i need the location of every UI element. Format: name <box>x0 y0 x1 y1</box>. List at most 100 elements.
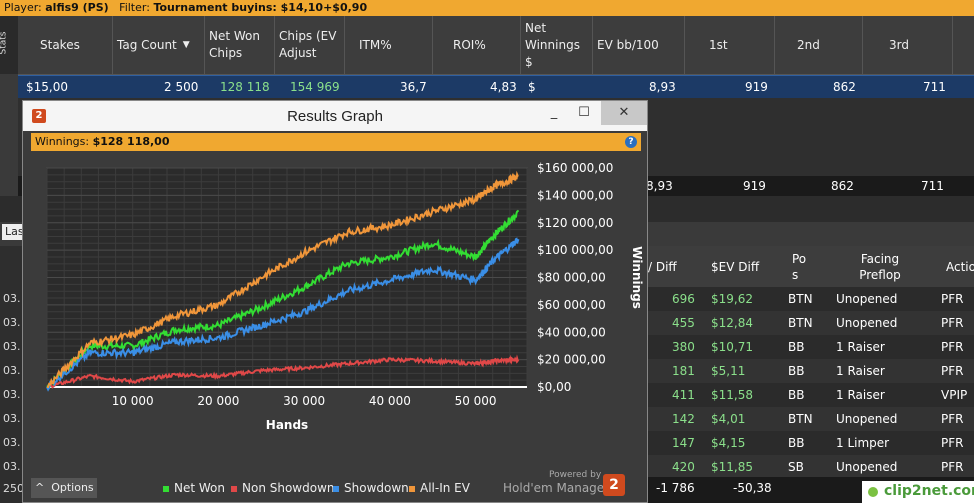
cell-sev-diff: $11,85 <box>711 460 753 474</box>
player-label: Player: <box>4 1 42 14</box>
filter-label: Filter: <box>119 1 150 14</box>
hand-row[interactable]: 455 $12,84 BTN Unopened PFR <box>640 311 974 335</box>
cell-sev-diff: $4,01 <box>711 412 746 426</box>
cell-facing: 1 Limper <box>836 436 890 450</box>
cell-pos: BTN <box>788 316 813 330</box>
cell-roi: 4,83 <box>490 80 517 94</box>
col-net-winnings[interactable]: Net Winnings $ <box>521 16 593 74</box>
filter-value[interactable]: Tournament buyins: $14,10+$0,90 <box>153 1 368 14</box>
cell-3rd: 711 <box>923 80 946 94</box>
legend-item[interactable]: Non Showdown <box>231 481 335 495</box>
series-line <box>46 354 520 389</box>
cell-ev-diff: 411 <box>672 388 695 402</box>
legend-item[interactable]: Net Won <box>163 481 225 495</box>
cell-pos: BB <box>788 388 805 402</box>
total-ev-bb: 8,93 <box>646 179 673 193</box>
filter-bar: Player: alfis9 (PS) Filter: Tournament b… <box>0 0 974 16</box>
cell-facing: 1 Raiser <box>836 340 885 354</box>
col-sev-diff[interactable]: $EV Diff <box>711 260 760 274</box>
results-graph-window: 2 Results Graph _ ☐ ✕ Winnings: $128 118… <box>22 100 648 503</box>
cell-pos: BB <box>788 364 805 378</box>
col-tag-count[interactable]: Tag Count ▼ <box>113 16 205 74</box>
hand-row[interactable]: 142 $4,01 BTN Unopened PFR <box>640 407 974 431</box>
y-axis-label: Winnings <box>630 246 644 309</box>
col-pos[interactable]: Po s <box>792 252 807 282</box>
winnings-bar: Winnings: $128 118,00 ? <box>31 133 641 151</box>
y-tick-label: $0,00 <box>537 380 571 394</box>
col-net-won[interactable]: Net Won Chips <box>205 16 275 74</box>
total-3rd: 711 <box>921 179 944 193</box>
series-line <box>46 237 520 392</box>
cell-net-won: 128 118 <box>220 80 270 94</box>
col-3rd[interactable]: 3rd <box>863 16 953 74</box>
cell-sev-diff: $10,71 <box>711 340 753 354</box>
cell-sev-diff: $4,15 <box>711 436 746 450</box>
cell-facing: Unopened <box>836 292 898 306</box>
legend-swatch <box>409 485 415 492</box>
minimize-button[interactable]: _ <box>550 105 558 120</box>
stats-table-header: Stakes Tag Count ▼ Net Won Chips Chips (E… <box>18 16 974 75</box>
cell-ev-bb: 8,93 <box>649 80 676 94</box>
total-2nd: 862 <box>831 179 854 193</box>
cell-pos: BTN <box>788 412 813 426</box>
total-ev-diff: -1 786 <box>656 481 695 495</box>
x-tick-label: 30 000 <box>283 394 325 408</box>
hm-brand-logo-icon: 2 <box>603 474 625 496</box>
y-tick-label: $20 000,00 <box>537 353 606 367</box>
chevron-up-icon: ^ <box>35 481 45 494</box>
series-line <box>46 209 520 390</box>
y-tick-label: $140 000,00 <box>537 188 613 202</box>
col-facing-preflop[interactable]: Facing Preflop <box>859 252 901 282</box>
total-1st: 919 <box>743 179 766 193</box>
x-tick-label: 10 000 <box>112 394 154 408</box>
cell-pos: BB <box>788 340 805 354</box>
legend-item[interactable]: All-In EV <box>409 481 470 495</box>
col-ev-diff[interactable]: / Diff <box>648 260 677 274</box>
y-tick-label: $100 000,00 <box>537 243 613 257</box>
col-action[interactable]: Actio <box>946 260 974 274</box>
legend-item[interactable]: Showdown <box>333 481 409 495</box>
cell-tag-count: 2 500 <box>164 80 199 94</box>
help-icon[interactable]: ? <box>625 136 637 148</box>
cell-2nd: 862 <box>833 80 856 94</box>
stats-tab[interactable]: Stats <box>0 16 19 74</box>
col-2nd[interactable]: 2nd <box>775 16 863 74</box>
maximize-button[interactable]: ☐ <box>578 105 590 120</box>
col-chips-ev[interactable]: Chips (EV Adjust <box>275 16 345 74</box>
hand-row[interactable]: 696 $19,62 BTN Unopened PFR <box>640 287 974 311</box>
window-titlebar[interactable]: 2 Results Graph _ ☐ ✕ <box>23 101 647 131</box>
results-chart: $0,00 $20 000,00 $40 000,00 $60 000,00 $80 0… <box>46 161 644 432</box>
cell-chips-ev: 154 969 <box>290 80 340 94</box>
cell-facing: 1 Raiser <box>836 388 885 402</box>
y-tick-label: $80 000,00 <box>537 271 606 285</box>
cell-action: PFR <box>941 412 964 426</box>
hand-row[interactable]: 380 $10,71 BB 1 Raiser PFR <box>640 335 974 359</box>
col-itm[interactable]: ITM% <box>345 16 433 74</box>
y-tick-label: $160 000,00 <box>537 161 613 175</box>
cell-ev-diff: 142 <box>672 412 695 426</box>
cell-stakes: $15,00 <box>26 80 68 94</box>
col-roi[interactable]: ROI% <box>433 16 521 74</box>
cell-ev-diff: 455 <box>672 316 695 330</box>
legend-swatch <box>231 485 237 492</box>
series-line <box>47 170 519 388</box>
close-button[interactable]: ✕ <box>601 101 647 125</box>
hand-row[interactable]: 420 $11,85 SB Unopened PFR <box>640 455 974 479</box>
cell-facing: Unopened <box>836 316 898 330</box>
options-button[interactable]: ^ Options <box>31 478 97 498</box>
cell-1st: 919 <box>745 80 768 94</box>
hand-row[interactable]: 181 $5,11 BB 1 Raiser PFR <box>640 359 974 383</box>
stats-row-selected[interactable]: $15,00 2 500 128 118 154 969 36,7 4,83 $… <box>18 75 974 99</box>
cell-ev-diff: 420 <box>672 460 695 474</box>
sort-down-icon: ▼ <box>182 39 190 50</box>
legend-swatch <box>333 485 339 492</box>
hand-row[interactable]: 411 $11,58 BB 1 Raiser VPIP <box>640 383 974 407</box>
col-ev-bb[interactable]: EV bb/100 <box>593 16 685 74</box>
col-stakes[interactable]: Stakes <box>18 16 113 74</box>
watermark: clip2net.com <box>862 481 974 503</box>
cell-facing: 1 Raiser <box>836 364 885 378</box>
hand-row[interactable]: 147 $4,15 BB 1 Limper PFR <box>640 431 974 455</box>
col-1st[interactable]: 1st <box>685 16 775 74</box>
total-sev-diff: -50,38 <box>733 481 772 495</box>
legend-swatch <box>163 485 169 492</box>
